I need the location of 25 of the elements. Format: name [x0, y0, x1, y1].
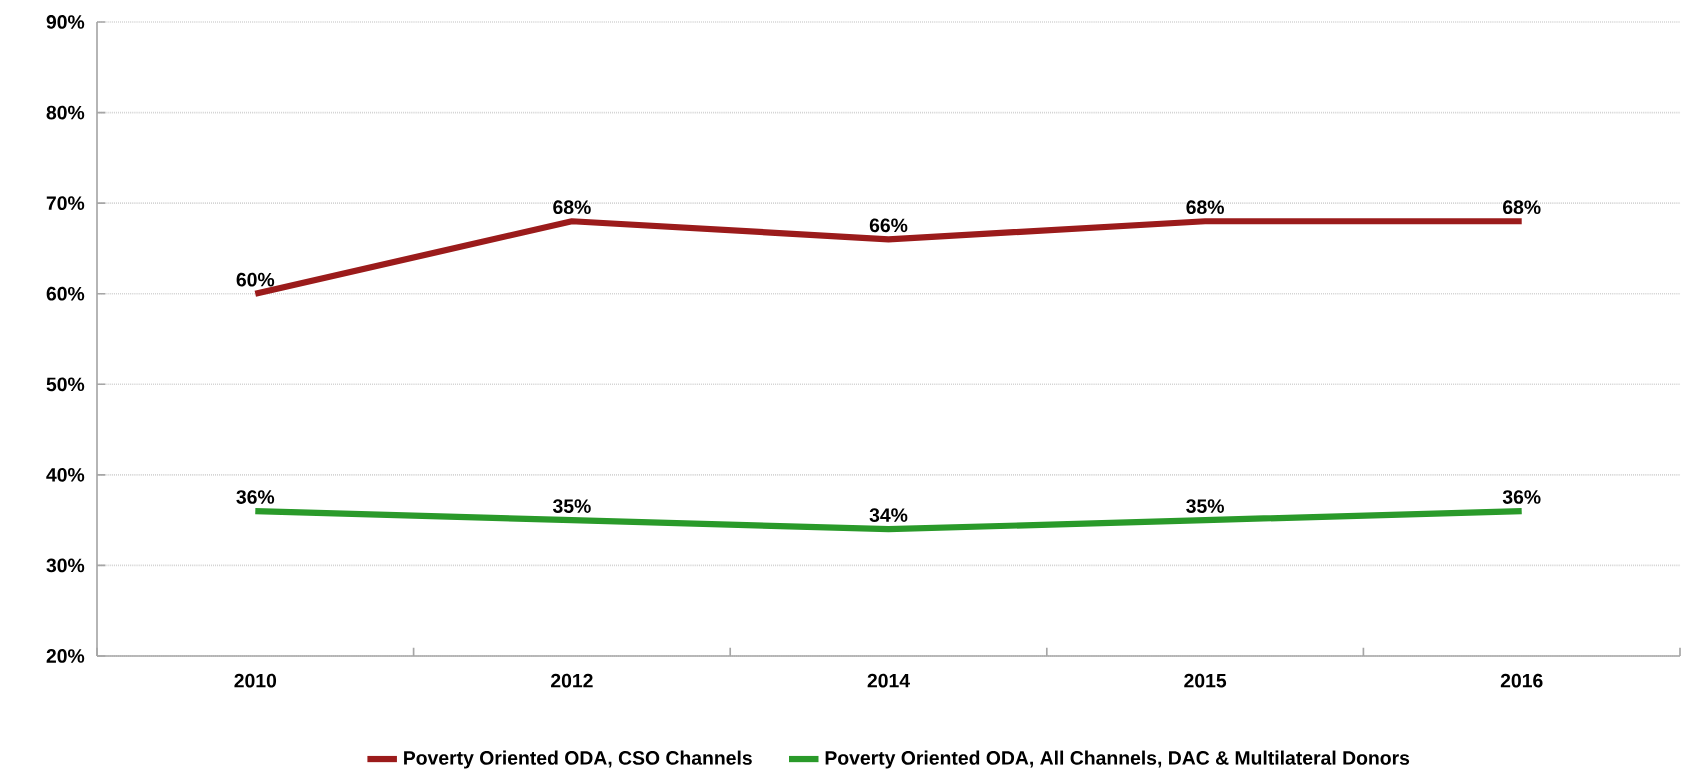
data-label: 66%: [869, 218, 908, 233]
y-tick-label: 60%: [46, 286, 85, 301]
data-label: 36%: [1502, 490, 1541, 504]
legend-label: Poverty Oriented ODA, All Channels, DAC & Multilateral Donors: [825, 750, 1410, 769]
y-tick-label: 30%: [46, 558, 85, 573]
data-label: 35%: [1186, 499, 1224, 513]
data-label: 68%: [1186, 200, 1224, 215]
x-tick-label: 2015: [1184, 673, 1227, 688]
x-tick-label: 2014: [867, 673, 910, 688]
x-tick-label: 2010: [234, 673, 277, 688]
data-label: 36%: [236, 490, 275, 504]
data-label: 34%: [869, 508, 908, 522]
x-tick-label: 2012: [551, 673, 593, 688]
y-tick-label: 80%: [46, 105, 85, 120]
y-tick-label: 90%: [46, 15, 85, 29]
y-tick-label: 50%: [46, 377, 85, 392]
data-label: 35%: [552, 499, 591, 513]
data-label: 68%: [1503, 200, 1541, 215]
legend-label: Poverty Oriented ODA, CSO Channels: [404, 750, 752, 769]
y-tick-label: 20%: [46, 649, 85, 663]
x-tick-label: 2016: [1500, 673, 1543, 688]
y-tick-label: 40%: [46, 467, 85, 482]
data-label: 60%: [236, 272, 275, 287]
y-tick-label: 70%: [46, 196, 85, 210]
data-label: 68%: [553, 200, 591, 215]
